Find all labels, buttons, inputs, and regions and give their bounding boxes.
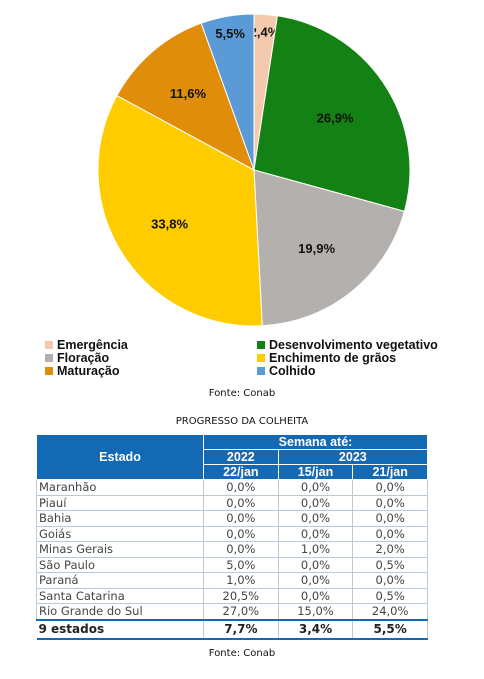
legend-item-desenvolvimento: Desenvolvimento vegetativo: [257, 338, 438, 352]
cell-value: 0,0%: [278, 572, 354, 589]
cell-estado: Piauí: [36, 495, 204, 511]
cell-estado: Santa Catarina: [36, 588, 204, 604]
legend-item-colhido: Colhido: [257, 364, 316, 378]
legend-item-enchimento: Enchimento de grãos: [257, 351, 396, 365]
cell-value: 0,0%: [278, 479, 354, 496]
legend-label: Desenvolvimento vegetativo: [269, 338, 438, 352]
table-row: Bahia 0,0% 0,0% 0,0%: [36, 510, 428, 527]
slice-data-label: 5,5%: [215, 26, 245, 41]
legend-item-floracao: Floração: [45, 351, 109, 365]
table-row: Santa Catarina 20,5% 0,0% 0,5%: [36, 588, 428, 604]
slice-data-label: 33,8%: [151, 216, 188, 231]
cell-estado: Goiás: [36, 526, 204, 542]
slice-data-label: 19,9%: [298, 241, 335, 256]
header-year-2023: 2023: [277, 449, 429, 465]
cell-value: 27,0%: [203, 603, 279, 620]
table-row: Minas Gerais 0,0% 1,0% 2,0%: [36, 541, 428, 558]
cell-value: 24,0%: [352, 603, 428, 620]
header-semana: Semana até:: [203, 434, 428, 450]
pie-slice: [200, 13, 255, 171]
table-row: Maranhão 0,0% 0,0% 0,0%: [36, 479, 428, 496]
cell-value: 0,0%: [352, 526, 428, 542]
cell-value: 1,0%: [278, 541, 354, 558]
table-row: Rio Grande do Sul 27,0% 15,0% 24,0%: [36, 603, 428, 620]
cell-value: 0,0%: [352, 479, 428, 496]
cell-value: 0,0%: [352, 572, 428, 589]
slice-data-label: 11,6%: [170, 86, 207, 101]
header-date: 21/jan: [352, 464, 428, 480]
pie-chart: 2,4% 26,9% 19,9% 33,8% 11,6% 5,5%: [97, 13, 411, 327]
cell-estado: Paraná: [36, 572, 204, 589]
cell-value: 0,0%: [278, 495, 354, 511]
cell-total-value: 5,5%: [352, 618, 428, 640]
cell-total-label: 9 estados: [36, 618, 204, 640]
cell-value: 0,0%: [203, 479, 279, 496]
header-date: 15/jan: [277, 464, 354, 480]
cell-value: 0,0%: [278, 526, 354, 542]
header-year-2022: 2022: [203, 449, 279, 465]
legend-swatch: [45, 354, 53, 362]
cell-value: 0,0%: [278, 588, 354, 604]
table-row: Goiás 0,0% 0,0% 0,0%: [36, 526, 428, 542]
cell-estado: Minas Gerais: [36, 541, 204, 558]
slice-data-label: 26,9%: [317, 110, 354, 125]
legend-swatch: [257, 354, 265, 362]
table-total-row: 9 estados 7,7% 3,4% 5,5%: [36, 618, 428, 640]
cell-total-value: 7,7%: [203, 618, 279, 640]
cell-value: 0,0%: [203, 526, 279, 542]
cell-value: 1,0%: [203, 572, 279, 589]
legend-label: Floração: [57, 351, 110, 365]
legend-label: Maturação: [57, 364, 120, 378]
cell-value: 2,0%: [352, 541, 428, 558]
cell-estado: São Paulo: [36, 557, 204, 573]
legend-item-maturacao: Maturação: [45, 364, 120, 378]
table-row: Paraná 1,0% 0,0% 0,0%: [36, 572, 428, 589]
pie-slice: [253, 15, 411, 212]
cell-value: 0,0%: [278, 510, 354, 527]
header-date: 22/jan: [203, 464, 279, 480]
legend-item-emergencia: Emergência: [45, 338, 128, 352]
cell-value: 0,0%: [278, 557, 354, 573]
table-row: Piauí 0,0% 0,0% 0,0%: [36, 495, 428, 511]
cell-value: 15,0%: [278, 603, 354, 620]
harvest-table: Estado Semana até: 2022 2023 22/jan 15/j…: [36, 434, 429, 640]
cell-value: 0,0%: [352, 510, 428, 527]
legend-swatch: [257, 367, 265, 375]
cell-estado: Rio Grande do Sul: [36, 603, 204, 620]
slice-data-label: 2,4%: [250, 25, 280, 40]
cell-value: 0,0%: [352, 495, 428, 511]
cell-estado: Maranhão: [36, 479, 204, 496]
table-row: São Paulo 5,0% 0,0% 0,5%: [36, 557, 428, 573]
legend-swatch: [45, 367, 53, 375]
pie-slice: [253, 169, 406, 327]
cell-estado: Bahia: [36, 510, 204, 527]
table-source: Fonte: Conab: [208, 648, 276, 659]
legend-label: Colhido: [269, 364, 316, 378]
pie-slice: [116, 22, 255, 172]
cell-total-value: 3,4%: [278, 618, 354, 640]
pie-slice: [97, 94, 263, 327]
cell-value: 0,5%: [352, 557, 428, 573]
cell-value: 5,0%: [203, 557, 279, 573]
chart-source: Fonte: Conab: [208, 388, 276, 399]
cell-value: 20,5%: [203, 588, 279, 604]
legend-label: Emergência: [57, 338, 128, 352]
legend-swatch: [45, 341, 53, 349]
table-title: PROGRESSO DA COLHEITA: [175, 416, 309, 427]
header-estado: Estado: [36, 434, 204, 480]
cell-value: 0,0%: [203, 541, 279, 558]
legend-swatch: [257, 341, 265, 349]
cell-value: 0,0%: [203, 510, 279, 527]
legend-label: Enchimento de grãos: [269, 351, 397, 365]
cell-value: 0,5%: [352, 588, 428, 604]
cell-value: 0,0%: [203, 495, 279, 511]
